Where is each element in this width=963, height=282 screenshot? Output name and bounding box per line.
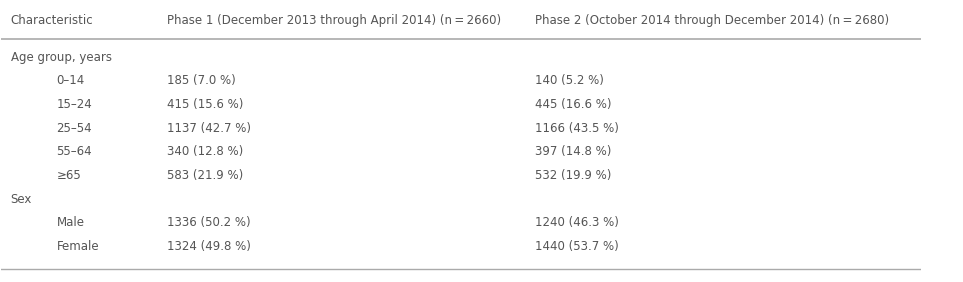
Text: Sex: Sex <box>11 193 32 206</box>
Text: 55–64: 55–64 <box>57 145 92 158</box>
Text: 1336 (50.2 %): 1336 (50.2 %) <box>167 216 250 229</box>
Text: 15–24: 15–24 <box>57 98 92 111</box>
Text: ≥65: ≥65 <box>57 169 81 182</box>
Text: Female: Female <box>57 240 99 253</box>
Text: 0–14: 0–14 <box>57 74 85 87</box>
Text: 1240 (46.3 %): 1240 (46.3 %) <box>534 216 618 229</box>
Text: Characteristic: Characteristic <box>11 14 93 27</box>
Text: 340 (12.8 %): 340 (12.8 %) <box>167 145 244 158</box>
Text: 25–54: 25–54 <box>57 122 92 135</box>
Text: 1166 (43.5 %): 1166 (43.5 %) <box>534 122 618 135</box>
Text: 583 (21.9 %): 583 (21.9 %) <box>167 169 244 182</box>
Text: Male: Male <box>57 216 85 229</box>
Text: 1137 (42.7 %): 1137 (42.7 %) <box>167 122 251 135</box>
Text: 415 (15.6 %): 415 (15.6 %) <box>167 98 244 111</box>
Text: Age group, years: Age group, years <box>11 51 112 64</box>
Text: 1440 (53.7 %): 1440 (53.7 %) <box>534 240 618 253</box>
Text: 185 (7.0 %): 185 (7.0 %) <box>167 74 236 87</box>
Text: 445 (16.6 %): 445 (16.6 %) <box>534 98 612 111</box>
Text: 140 (5.2 %): 140 (5.2 %) <box>534 74 604 87</box>
Text: 397 (14.8 %): 397 (14.8 %) <box>534 145 612 158</box>
Text: 532 (19.9 %): 532 (19.9 %) <box>534 169 612 182</box>
Text: Phase 2 (October 2014 through December 2014) (n = 2680): Phase 2 (October 2014 through December 2… <box>534 14 889 27</box>
Text: Phase 1 (December 2013 through April 2014) (n = 2660): Phase 1 (December 2013 through April 201… <box>167 14 501 27</box>
Text: 1324 (49.8 %): 1324 (49.8 %) <box>167 240 250 253</box>
